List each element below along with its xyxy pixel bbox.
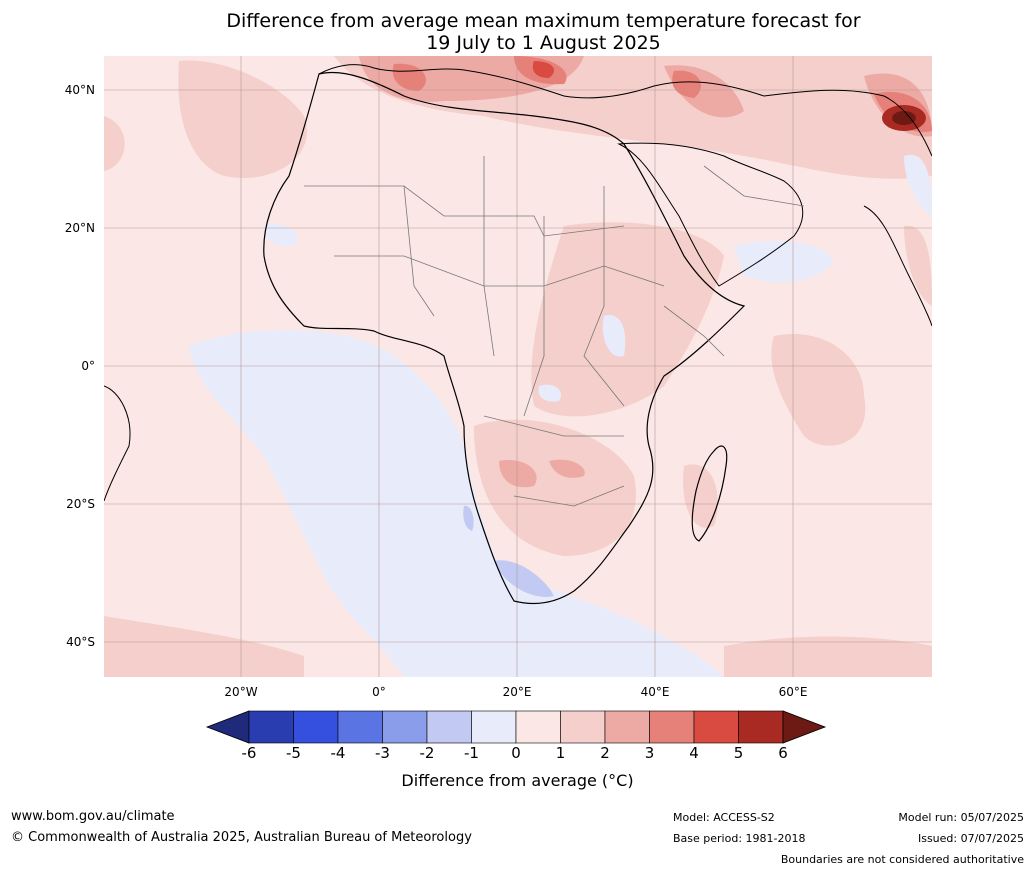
europe-coastline (318, 64, 932, 157)
colorbar-tick-label: 4 (689, 744, 699, 762)
colorbar-unit: °C (608, 771, 628, 790)
map-title: Difference from average mean maximum tem… (0, 10, 1035, 54)
anomaly-patch (904, 225, 932, 306)
map-canvas (104, 56, 932, 677)
arabia-coastline (617, 142, 804, 287)
anomaly-patch (683, 464, 718, 528)
anomaly-patch (672, 70, 702, 98)
colorbar-tick-label: 3 (644, 744, 655, 762)
anomaly-patch (264, 223, 298, 247)
anomaly-patch (892, 111, 916, 125)
footer-url[interactable]: www.bom.gov.au/climate (11, 809, 175, 824)
lon-label-20e: 20°E (502, 685, 532, 699)
lat-label-40n: 40°N (64, 83, 95, 97)
lon-label-40e: 40°E (640, 685, 670, 699)
colorbar-tick-label: -6 (241, 744, 257, 762)
colorbar-cell (471, 710, 517, 744)
africa-coastline (263, 71, 746, 605)
anomaly-patch (904, 154, 932, 216)
anomaly-patch (602, 315, 626, 357)
colorbar-cell (693, 710, 739, 744)
colorbar-cell (649, 710, 695, 744)
colorbar-tick-label: 6 (778, 744, 788, 762)
anomaly-patch (189, 329, 724, 677)
anomaly-patch (474, 419, 636, 556)
colorbar-tick-label: 0 (511, 744, 521, 762)
colorbar-cells (205, 710, 827, 744)
colorbar (205, 710, 827, 744)
lon-label-60e: 60°E (778, 685, 808, 699)
south-america-coastline (104, 385, 131, 502)
madagascar-coastline (691, 445, 728, 542)
colorbar-cell (248, 710, 294, 744)
colorbar-cell (515, 710, 561, 744)
colorbar-tick-label: -3 (375, 744, 390, 762)
forecast-map (104, 56, 932, 677)
india-coastline (863, 205, 932, 327)
lat-label-40s: 40°S (66, 635, 95, 649)
anomaly-patch (499, 460, 537, 488)
footer-base-period: Base period: 1981-2018 (673, 832, 806, 845)
footer-issued: Issued: 07/07/2025 (917, 832, 1024, 845)
colorbar-cell (604, 710, 650, 744)
anomaly-patch (494, 560, 554, 597)
colorbar-label-end: ) (627, 771, 634, 790)
colorbar-tick-label: -4 (330, 744, 346, 762)
colorbar-cell (382, 710, 428, 744)
colorbar-cell (560, 710, 606, 744)
colorbar-tick-label: 1 (555, 744, 566, 762)
anomaly-patch (724, 636, 932, 677)
colorbar-tick-label: -5 (286, 744, 301, 762)
anomaly-patch (734, 241, 834, 283)
anomaly-patch (538, 384, 562, 402)
anomaly-patch (771, 334, 866, 446)
anomaly-patch (104, 616, 304, 677)
footer-model-run: Model run: 05/07/2025 (898, 811, 1024, 824)
anomaly-patch (549, 459, 585, 478)
colorbar-tick-label: -2 (419, 744, 435, 762)
colorbar-cell (426, 710, 472, 744)
anomaly-patch (463, 505, 474, 531)
lon-label-0: 0° (372, 685, 386, 699)
colorbar-tick-label: -1 (464, 744, 479, 762)
lat-label-0: 0° (81, 359, 95, 373)
colorbar-cell (293, 710, 339, 744)
colorbar-label: Difference from average (°C) (0, 771, 1035, 790)
graticule (104, 56, 932, 677)
lat-label-20s: 20°S (66, 497, 95, 511)
footer-copyright: © Commonwealth of Australia 2025, Austra… (11, 830, 472, 845)
title-line-1: Difference from average mean maximum tem… (226, 10, 861, 32)
colorbar-tick-label: 5 (733, 744, 744, 762)
country-borders (304, 156, 805, 507)
anomaly-patch (532, 61, 554, 78)
title-line-2: 19 July to 1 August 2025 (426, 32, 661, 54)
footer-model: Model: ACCESS-S2 (673, 811, 775, 824)
colorbar-cell (738, 710, 784, 744)
lon-label-20w: 20°W (224, 685, 258, 699)
colorbar-label-text: Difference from average ( (401, 771, 609, 790)
colorbar-cell (337, 710, 383, 744)
anomaly-patch (104, 116, 125, 171)
anomaly-patch (531, 222, 724, 417)
colorbar-extend-high (782, 710, 827, 744)
lat-label-20n: 20°N (64, 221, 95, 235)
colorbar-extend-low (205, 710, 250, 744)
colorbar-tick-label: 2 (600, 744, 610, 762)
footer-disclaimer: Boundaries are not considered authoritat… (780, 853, 1024, 866)
